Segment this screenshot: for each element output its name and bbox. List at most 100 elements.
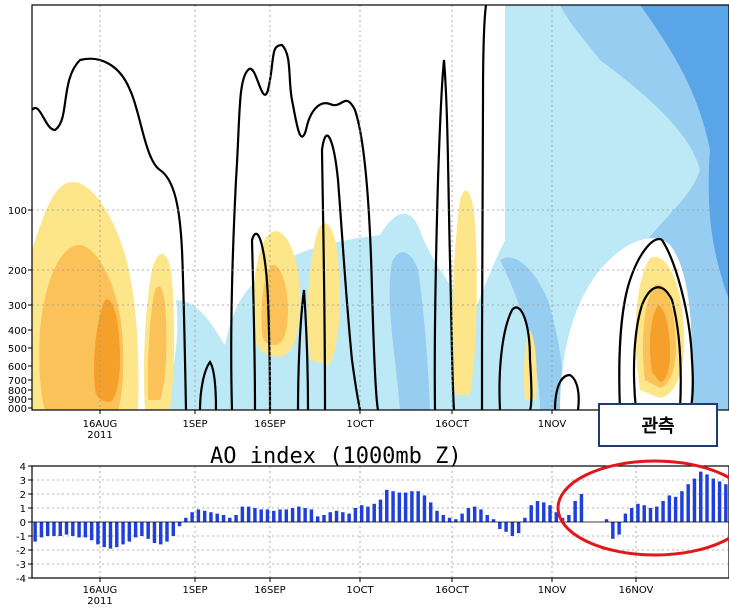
ao-bar (96, 522, 100, 545)
ao-bar (177, 522, 182, 527)
ao-bar (705, 474, 709, 522)
y-tick-label: -2 (16, 546, 26, 557)
ao-bar (265, 509, 270, 522)
x-tick-label: 16OCT (435, 419, 470, 430)
y-tick-label: 500 (8, 344, 27, 355)
ao-bar (127, 522, 132, 542)
ao-bar (297, 506, 301, 522)
ao-bar (315, 516, 320, 522)
contour-line-12 (632, 286, 682, 410)
ao-bar (642, 505, 646, 522)
ao-bar (724, 484, 728, 522)
ao-bar (629, 508, 634, 522)
x-tick-label: 1NOV (538, 585, 567, 596)
y-tick-label: -3 (16, 560, 26, 571)
ao-bar (692, 478, 697, 522)
contour-line-2 (230, 43, 380, 410)
ao-bar (460, 513, 464, 522)
positive-anomaly-shading (32, 181, 685, 410)
ao-index-title: AO index (1000mb Z) (210, 444, 462, 469)
ao-bar (699, 471, 703, 522)
contour-line-10 (553, 373, 580, 410)
ao-bar (234, 515, 238, 522)
x-tick-label: 16OCT (435, 585, 470, 596)
ao-bar (611, 522, 615, 539)
ao-bar (215, 513, 219, 522)
ao-bar (567, 515, 571, 522)
ao-bar (165, 522, 169, 542)
ao-bar (58, 522, 62, 536)
ao-bar (152, 522, 157, 543)
ao-bar (479, 509, 483, 522)
contour-line-7 (433, 59, 456, 410)
ao-bar (680, 491, 684, 522)
y-tick-label: 900 (8, 395, 27, 406)
contour-line-8 (480, 5, 488, 410)
ao-bar (429, 502, 433, 522)
contour-line-5 (320, 134, 362, 410)
ao-bar (121, 522, 125, 545)
ao-bar (378, 499, 383, 522)
warm-region-dark-2 (650, 305, 670, 382)
ao-bar (623, 513, 628, 522)
x-tick-label: 16AUG (83, 585, 118, 596)
ao-bar (516, 522, 521, 534)
ao-bar (202, 510, 207, 522)
ao-bar (391, 491, 395, 522)
ao-bar (240, 506, 245, 522)
ao-bar (278, 509, 282, 522)
ao-bar (510, 522, 515, 536)
ao-bar (535, 501, 540, 522)
ao-bar (303, 508, 307, 522)
ao-bar (33, 522, 37, 542)
ao-bar (102, 522, 106, 548)
x-tick-label: 1SEP (182, 419, 207, 430)
ao-bar (366, 506, 370, 522)
observation-label: 관측 (598, 403, 718, 447)
ao-bar (322, 515, 326, 522)
ao-bar (39, 522, 44, 538)
ao-bar (504, 522, 508, 532)
y-tick-label: 200 (8, 266, 27, 277)
ao-bar (523, 517, 527, 522)
ao-bar (397, 492, 402, 522)
y-tick-label: 400 (8, 326, 27, 337)
ao-bar (422, 495, 427, 522)
ao-bar (686, 484, 690, 522)
heatmap-grid (32, 5, 729, 410)
ao-bar (259, 509, 263, 522)
ao-bar (441, 515, 446, 522)
ao-bar (410, 491, 414, 522)
ao-bar (146, 522, 150, 539)
ao-bar (548, 505, 552, 522)
x-tick-year: 2011 (87, 596, 112, 607)
ao-bar (353, 508, 358, 522)
ao-bar (71, 522, 75, 536)
ao-bar (435, 510, 439, 522)
ao-bar (341, 512, 345, 522)
ao-bar (190, 512, 194, 522)
bar-chart-y-axis: 4 3 2 1 0 -1 -2 -3 -4 (16, 462, 32, 585)
x-tick-label: 1OCT (346, 419, 374, 430)
y-tick-label: 100 (8, 206, 27, 217)
contour-line-6 (198, 360, 218, 410)
ao-bar (636, 503, 640, 522)
ao-bar (133, 522, 138, 538)
highlight-ellipse (556, 459, 729, 557)
y-tick-label: 3 (20, 476, 26, 487)
ao-bar (385, 489, 389, 522)
ao-bar (115, 522, 119, 548)
ao-bar (454, 519, 458, 522)
y-tick-label: 4 (20, 462, 26, 473)
warm-region-light-5 (452, 190, 477, 395)
contour-lines (32, 5, 694, 410)
ao-bar (228, 517, 232, 522)
ao-bar (334, 510, 339, 522)
ao-bar (403, 492, 408, 522)
ao-bar (667, 495, 672, 522)
ao-bar (290, 508, 295, 522)
ao-bar (717, 481, 722, 522)
x-tick-label: 1NOV (538, 419, 567, 430)
